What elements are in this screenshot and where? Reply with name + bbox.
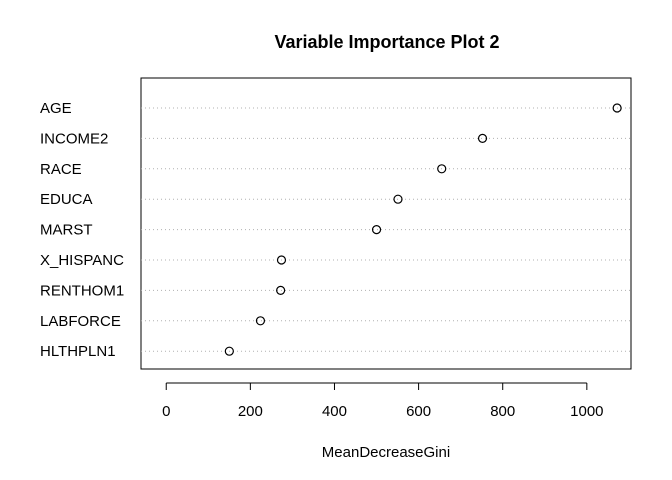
category-label: X_HISPANC [40, 252, 124, 269]
category-label: EDUCA [40, 191, 93, 208]
data-point [437, 164, 447, 174]
x-axis: 0 200 400 600 800 1000 [162, 382, 604, 420]
data-point [224, 346, 234, 356]
plot-frame [140, 77, 632, 370]
data-point [255, 316, 266, 326]
category-label: LABFORCE [40, 313, 121, 330]
data-point [612, 103, 622, 113]
x-tick-label: 200 [238, 403, 263, 420]
x-tick-label: 400 [322, 403, 347, 420]
x-axis-label: MeanDecreaseGini [322, 444, 450, 461]
data-point [276, 255, 287, 265]
data-point [276, 285, 286, 295]
data-point [371, 225, 382, 235]
category-label: HLTHPLN1 [40, 343, 116, 360]
x-tick-label: 1000 [570, 403, 603, 420]
category-label: AGE [40, 100, 72, 117]
x-tick-label: 600 [406, 403, 431, 420]
category-label: RACE [40, 161, 82, 178]
data-points [224, 103, 622, 356]
x-tick-label: 0 [162, 403, 170, 420]
category-labels: AGE INCOME2 RACE EDUCA MARST X_HISPANC RENTHOM… [40, 100, 124, 360]
x-tick-label: 800 [490, 403, 515, 420]
data-point [477, 133, 488, 143]
guide-lines [141, 107, 631, 352]
category-label: RENTHOM1 [40, 282, 124, 299]
category-label: INCOME2 [40, 130, 108, 147]
chart-title: Variable Importance Plot 2 [274, 32, 499, 52]
category-label: MARST [40, 222, 93, 239]
data-point [393, 194, 403, 204]
